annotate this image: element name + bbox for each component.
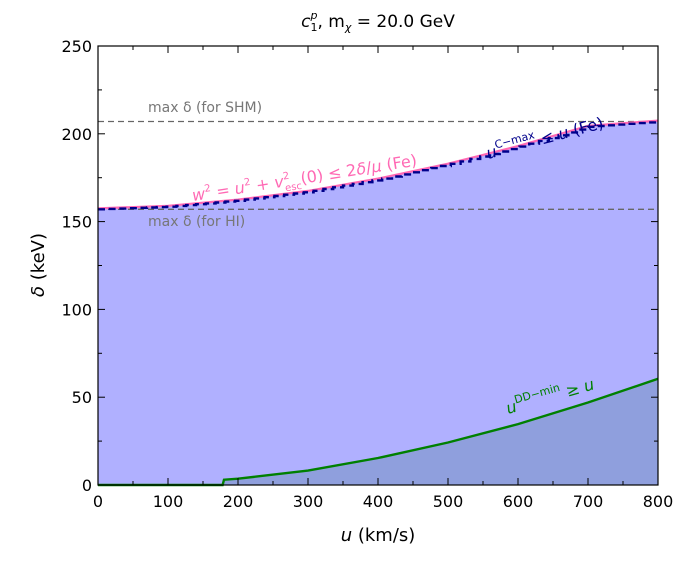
allowed-region-fill [98,121,658,485]
x-tick-label: 400 [363,492,394,511]
y-tick-label: 200 [61,125,92,144]
x-tick-label: 500 [433,492,464,511]
y-tick-label: 50 [72,388,92,407]
x-tick-label: 600 [503,492,534,511]
pink-boundary-line [97,119,659,210]
x-tick-label: 700 [573,492,604,511]
x-tick-label: 800 [643,492,674,511]
hi-max-label: max δ (for HI) [148,214,245,230]
shm-max-label: max δ (for SHM) [148,100,262,116]
y-tick-label: 150 [61,213,92,232]
navy-boundary-line [98,121,658,211]
x-tick-label: 0 [93,492,103,511]
plot-frame [97,45,659,486]
x-tick-label: 300 [293,492,324,511]
y-axis-label: δ (keV) [28,233,49,297]
pink-curve-label: w2 = u2 + v2esc(0) ≤ 2δ/μ (Fe) [191,151,419,209]
x-axis-label: u (km/s) [341,525,416,546]
y-tick-label: 100 [61,300,92,319]
y-tick-label: 0 [82,476,92,495]
y-tick-label: 250 [61,37,92,56]
plot-layer: 0 100 200 300 400 500 600 700 800 0 50 100 150 200 250 [61,37,673,511]
x-tick-label: 200 [223,492,254,511]
chart-title: cp 1, mχ = 20.0 GeV [301,9,455,34]
x-tick-label: 100 [153,492,184,511]
dd-region-fill [98,378,658,485]
